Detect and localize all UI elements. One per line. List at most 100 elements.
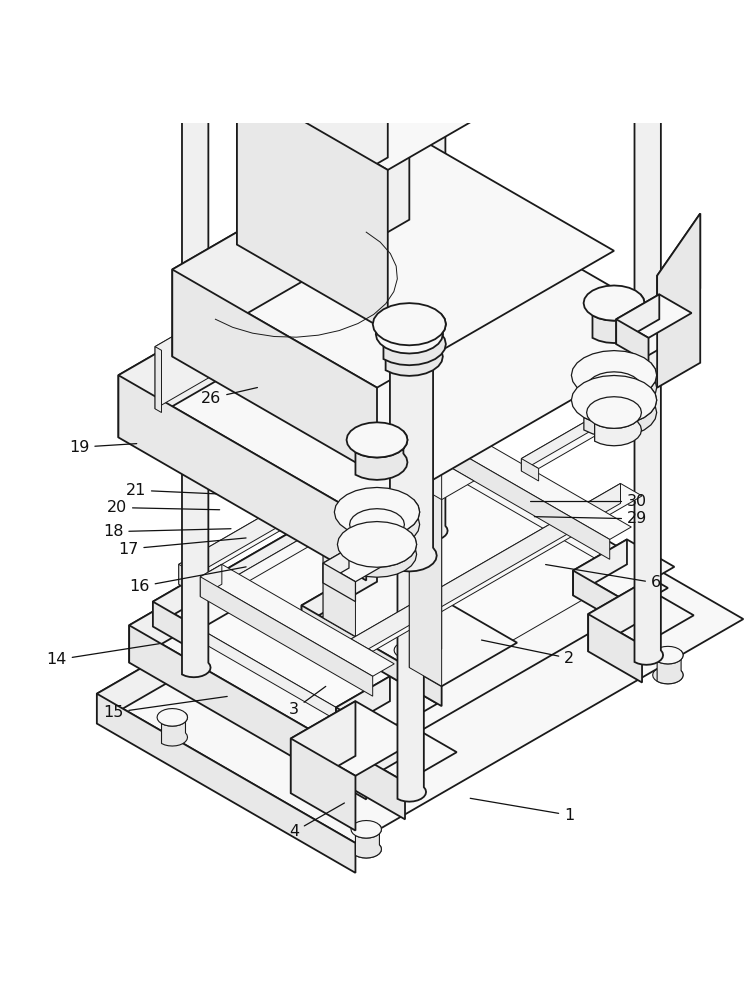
Polygon shape bbox=[458, 554, 489, 572]
Text: 15: 15 bbox=[103, 696, 227, 720]
Polygon shape bbox=[635, 78, 663, 665]
Polygon shape bbox=[573, 539, 627, 595]
Polygon shape bbox=[118, 375, 366, 580]
Polygon shape bbox=[201, 564, 222, 597]
Polygon shape bbox=[323, 413, 388, 450]
Polygon shape bbox=[588, 614, 642, 683]
Polygon shape bbox=[393, 210, 426, 229]
Polygon shape bbox=[129, 625, 366, 799]
Polygon shape bbox=[521, 403, 618, 471]
Text: 29: 29 bbox=[535, 511, 647, 526]
Polygon shape bbox=[179, 409, 448, 584]
Polygon shape bbox=[97, 470, 743, 843]
Polygon shape bbox=[201, 577, 372, 696]
Polygon shape bbox=[302, 562, 377, 625]
Polygon shape bbox=[588, 584, 640, 651]
Text: 20: 20 bbox=[107, 500, 219, 515]
Polygon shape bbox=[201, 564, 394, 676]
Polygon shape bbox=[182, 90, 210, 677]
Polygon shape bbox=[355, 825, 382, 858]
Text: 26: 26 bbox=[201, 388, 257, 406]
Polygon shape bbox=[385, 324, 443, 376]
Polygon shape bbox=[351, 840, 382, 858]
Text: 21: 21 bbox=[125, 483, 216, 498]
Polygon shape bbox=[157, 728, 188, 746]
Polygon shape bbox=[573, 539, 674, 598]
Polygon shape bbox=[97, 694, 355, 873]
Polygon shape bbox=[390, 434, 491, 492]
Polygon shape bbox=[437, 440, 610, 559]
Polygon shape bbox=[616, 294, 659, 344]
Text: 1: 1 bbox=[470, 798, 575, 823]
Polygon shape bbox=[173, 269, 377, 475]
Polygon shape bbox=[657, 651, 683, 684]
Polygon shape bbox=[394, 661, 425, 679]
Polygon shape bbox=[336, 676, 437, 735]
Polygon shape bbox=[336, 707, 384, 760]
Polygon shape bbox=[97, 470, 485, 724]
Polygon shape bbox=[463, 539, 489, 572]
Polygon shape bbox=[323, 563, 355, 602]
Polygon shape bbox=[355, 431, 407, 480]
Polygon shape bbox=[153, 602, 201, 654]
Polygon shape bbox=[419, 0, 448, 540]
Polygon shape bbox=[657, 213, 700, 313]
Polygon shape bbox=[595, 380, 642, 416]
Polygon shape bbox=[572, 351, 657, 400]
Polygon shape bbox=[323, 548, 382, 582]
Polygon shape bbox=[458, 534, 489, 552]
Polygon shape bbox=[521, 403, 636, 469]
Polygon shape bbox=[351, 721, 457, 782]
Polygon shape bbox=[653, 666, 683, 684]
Polygon shape bbox=[155, 210, 399, 350]
Polygon shape bbox=[173, 464, 431, 625]
Polygon shape bbox=[323, 548, 349, 583]
Polygon shape bbox=[351, 639, 372, 671]
Polygon shape bbox=[129, 451, 431, 663]
Polygon shape bbox=[584, 363, 657, 412]
Polygon shape bbox=[347, 500, 420, 549]
Polygon shape bbox=[153, 571, 207, 627]
Polygon shape bbox=[155, 347, 161, 413]
Text: 14: 14 bbox=[46, 644, 159, 667]
Polygon shape bbox=[405, 697, 435, 715]
Polygon shape bbox=[657, 213, 700, 388]
Polygon shape bbox=[351, 751, 405, 819]
Polygon shape bbox=[237, 83, 388, 332]
Polygon shape bbox=[397, 215, 426, 802]
Text: 6: 6 bbox=[546, 565, 661, 590]
Polygon shape bbox=[584, 285, 645, 321]
Polygon shape bbox=[630, 73, 663, 93]
Polygon shape bbox=[399, 646, 425, 679]
Polygon shape bbox=[323, 413, 355, 618]
Text: 4: 4 bbox=[289, 803, 345, 839]
Text: 3: 3 bbox=[289, 686, 326, 717]
Polygon shape bbox=[357, 517, 404, 553]
Text: 16: 16 bbox=[129, 567, 246, 594]
Polygon shape bbox=[155, 210, 392, 409]
Polygon shape bbox=[179, 409, 470, 577]
Polygon shape bbox=[337, 522, 417, 567]
Polygon shape bbox=[587, 397, 642, 428]
Polygon shape bbox=[390, 324, 437, 571]
Text: 17: 17 bbox=[118, 538, 246, 557]
Polygon shape bbox=[584, 388, 657, 437]
Polygon shape bbox=[409, 682, 435, 715]
Polygon shape bbox=[291, 738, 355, 831]
Polygon shape bbox=[349, 533, 417, 577]
Polygon shape bbox=[616, 319, 648, 363]
Polygon shape bbox=[177, 86, 210, 105]
Polygon shape bbox=[118, 189, 689, 518]
Polygon shape bbox=[237, 0, 538, 170]
Polygon shape bbox=[409, 481, 442, 686]
Polygon shape bbox=[118, 189, 442, 437]
Text: 2: 2 bbox=[482, 640, 575, 666]
Polygon shape bbox=[173, 613, 366, 737]
Polygon shape bbox=[572, 375, 657, 425]
Text: 30: 30 bbox=[531, 494, 647, 509]
Polygon shape bbox=[409, 462, 474, 500]
Polygon shape bbox=[173, 133, 614, 388]
Polygon shape bbox=[323, 431, 355, 636]
Polygon shape bbox=[173, 133, 409, 357]
Polygon shape bbox=[302, 605, 442, 706]
